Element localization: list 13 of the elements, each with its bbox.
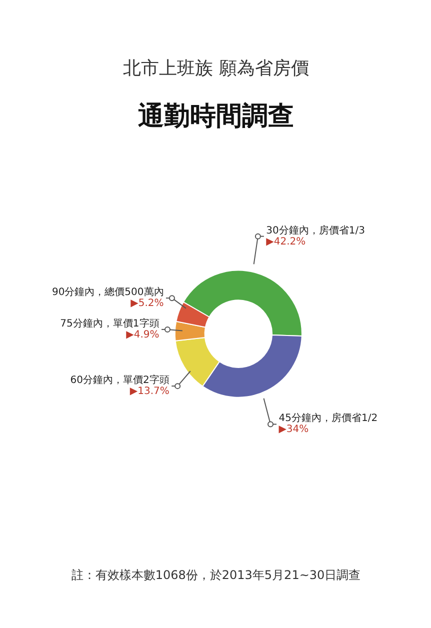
- chart-title: 通勤時間調查: [138, 102, 294, 132]
- text: 註：有效樣本數1068份，於2013年5月21~30日調查: [71, 568, 361, 582]
- chart-subtitle: 北市上班族 願為省房價: [123, 58, 309, 79]
- data-label: ▶4.9%: [126, 329, 160, 340]
- slice-label: 90分鐘內，總價500萬內: [52, 286, 164, 298]
- slice-label: 45分鐘內，房價省1/2: [278, 412, 378, 424]
- data-label: ▶42.2%: [266, 236, 306, 248]
- slice-label: 60分鐘內，單價2字頭: [70, 374, 170, 386]
- data-label: ▶13.7%: [130, 386, 170, 398]
- data-label: ▶34%: [278, 424, 309, 436]
- data-label: ▶5.2%: [130, 298, 164, 310]
- slice-label: 30分鐘內，房價省1/3: [266, 224, 365, 236]
- slice-label: 75分鐘內，單價1字頭: [60, 317, 160, 330]
